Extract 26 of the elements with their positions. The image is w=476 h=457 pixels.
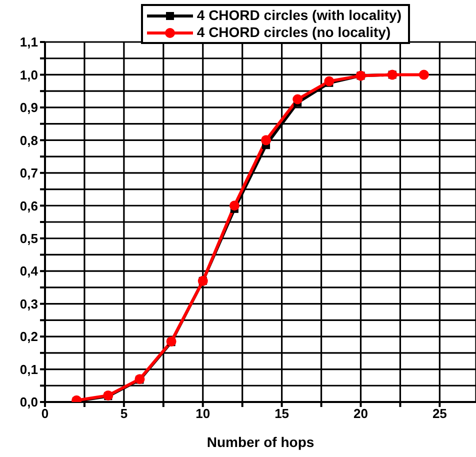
x-axis-title: Number of hops [206, 434, 314, 450]
x-tick-label: 0 [41, 406, 49, 422]
y-tick-label: 0,1 [20, 362, 38, 377]
y-tick-label: 0,9 [20, 100, 38, 116]
y-tick-label: 1,1 [20, 34, 38, 50]
x-tick-label: 5 [120, 406, 128, 422]
y-tick-label: 0,2 [20, 329, 38, 344]
y-tick-label: 0,6 [20, 198, 38, 214]
point [418, 70, 429, 80]
x-tick-label: 20 [354, 406, 368, 422]
x-tick-label: 15 [274, 406, 290, 422]
x-tick-label: 25 [432, 406, 447, 422]
y-tick-label: 1,0 [20, 67, 38, 82]
legend-label: 4 CHORD circles (with locality) [196, 7, 402, 23]
point [229, 200, 240, 211]
point [324, 76, 334, 86]
point [292, 94, 303, 104]
y-tick-label: 0,4 [20, 264, 39, 279]
y-tick-label: 0,0 [20, 394, 38, 410]
y-tick-label: 0,8 [20, 132, 38, 148]
x-tick-label: 10 [196, 406, 210, 422]
y-tick-label: 0,3 [20, 296, 38, 312]
y-tick-label: 0,5 [20, 230, 38, 246]
legend-label: 4 CHORD circles (no locality) [196, 24, 391, 40]
y-tick-label: 0,7 [20, 166, 38, 181]
point [261, 135, 272, 146]
